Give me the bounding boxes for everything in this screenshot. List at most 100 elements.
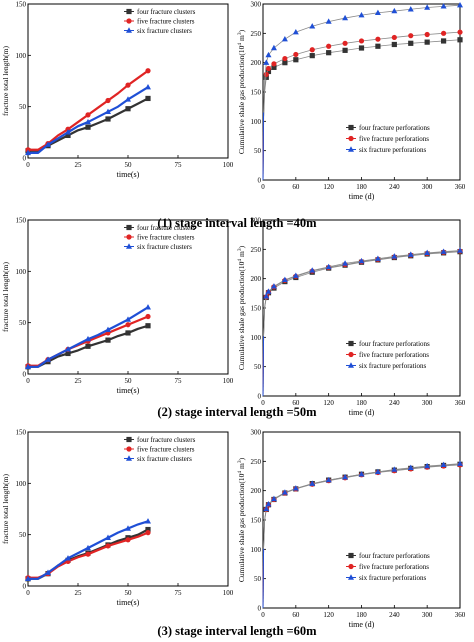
data-point-six — [374, 468, 381, 475]
x-tick-label: 300 — [422, 183, 433, 191]
data-point-six — [391, 7, 398, 14]
data-point-six — [358, 11, 365, 18]
legend-swatch-marker — [348, 351, 354, 358]
data-point-six — [281, 489, 288, 495]
x-axis-label: time(s) — [117, 170, 140, 179]
legend-entry: four fracture clusters — [137, 224, 196, 232]
data-point-six — [105, 534, 111, 540]
legend-entry: five fracture perforations — [359, 135, 429, 143]
data-point-five — [265, 65, 272, 72]
y-axis-label-part: m — [237, 35, 246, 43]
data-point-four — [309, 53, 315, 59]
legend-swatch-marker — [126, 446, 132, 452]
legend-entry: four fracture perforations — [359, 124, 430, 132]
y-tick-label: 0 — [23, 583, 27, 591]
legend-swatch-marker — [126, 234, 132, 240]
legend-swatch-marker — [126, 224, 132, 231]
y-tick-label: 150 — [251, 89, 262, 97]
chart-panel-2-right: 0 60 120 180 240 300 360 0 50 100 150 200 250 300 time… — [237, 217, 466, 418]
data-point-six — [45, 141, 51, 147]
y-tick-label: 50 — [254, 575, 262, 583]
data-point-six — [440, 248, 447, 254]
data-point-six — [263, 59, 270, 65]
data-point-six — [457, 460, 463, 466]
data-point-five — [293, 51, 299, 58]
y-axis-label-part: Cumulative shale gas production(10 — [237, 473, 246, 582]
x-tick-label: 0 — [261, 183, 265, 191]
x-tick-label: 50 — [125, 161, 133, 169]
y-tick-label: 0 — [258, 605, 262, 613]
legend-entry: five fracture clusters — [137, 18, 195, 26]
data-point-six — [342, 260, 349, 266]
data-point-six — [281, 276, 288, 283]
x-tick-label: 180 — [356, 399, 367, 407]
data-point-five — [309, 47, 315, 53]
legend-swatch-marker — [126, 455, 132, 461]
x-tick-label: 240 — [389, 611, 400, 619]
data-point-five — [440, 30, 447, 36]
data-point-five — [145, 68, 151, 74]
data-point-five — [375, 36, 381, 42]
y-tick-label: 100 — [16, 268, 27, 276]
data-point-five — [358, 38, 365, 44]
data-point-six — [65, 129, 71, 135]
fit-line-four — [263, 39, 461, 122]
x-tick-label: 100 — [223, 377, 234, 385]
data-point-six — [309, 480, 316, 486]
y-tick-label: 200 — [251, 275, 262, 283]
y-axis-label: Cumulative shale gas production(104 m3) — [237, 245, 246, 370]
data-point-six — [391, 466, 398, 472]
legend-swatch-marker — [126, 243, 132, 249]
data-point-four — [105, 116, 111, 122]
y-axis-label-part: 4 — [237, 259, 243, 262]
y-axis-label: fracture total length(m) — [1, 46, 10, 116]
y-tick-label: 300 — [251, 1, 262, 9]
data-point-six — [25, 363, 31, 370]
x-tick-label: 120 — [323, 183, 334, 191]
data-point-six — [65, 346, 71, 352]
data-point-four — [326, 50, 332, 56]
y-tick-label: 150 — [16, 217, 27, 225]
y-axis-label-part: 3 — [237, 32, 243, 35]
legend-entry: six fracture clusters — [137, 27, 192, 35]
chart-panel-1-right: 0 60 120 180 240 300 360 0 50 100 150 200 250 300 time… — [237, 1, 466, 202]
data-point-six — [325, 263, 332, 270]
legend-swatch-marker — [348, 340, 354, 347]
data-point-six — [391, 253, 398, 259]
x-tick-label: 50 — [125, 589, 133, 597]
data-point-six — [145, 304, 151, 310]
data-point-five — [125, 82, 131, 88]
data-point-six — [440, 3, 447, 9]
data-point-six — [85, 335, 91, 342]
legend-entry: five fracture clusters — [137, 446, 195, 454]
data-point-six — [263, 293, 270, 299]
x-tick-label: 240 — [389, 399, 400, 407]
data-point-four — [375, 43, 381, 49]
x-tick-label: 0 — [26, 161, 30, 169]
y-tick-label: 250 — [251, 30, 262, 38]
data-point-five — [125, 537, 131, 543]
data-point-six — [457, 1, 463, 8]
legend: four fracture clusters five fracture clus… — [124, 8, 196, 35]
data-point-five — [271, 61, 277, 67]
y-tick-label: 100 — [16, 52, 27, 60]
data-point-six — [292, 485, 299, 491]
x-tick-label: 25 — [75, 161, 83, 169]
data-point-six — [85, 118, 91, 125]
data-point-six — [407, 6, 414, 12]
legend-entry: four fracture perforations — [359, 552, 430, 560]
data-point-four — [265, 68, 272, 75]
data-point-four — [125, 106, 131, 112]
x-tick-label: 25 — [75, 589, 83, 597]
data-point-six — [292, 28, 299, 35]
data-point-six — [125, 96, 131, 102]
y-tick-label: 100 — [16, 480, 27, 488]
legend-swatch-marker — [348, 135, 354, 142]
y-tick-label: 150 — [16, 1, 27, 9]
y-tick-label: 50 — [254, 363, 262, 371]
data-point-five — [424, 31, 430, 38]
x-axis-label: time (d) — [349, 192, 375, 201]
x-tick-label: 60 — [292, 611, 300, 619]
initial-rise-six — [262, 112, 265, 181]
data-point-five — [408, 33, 414, 39]
